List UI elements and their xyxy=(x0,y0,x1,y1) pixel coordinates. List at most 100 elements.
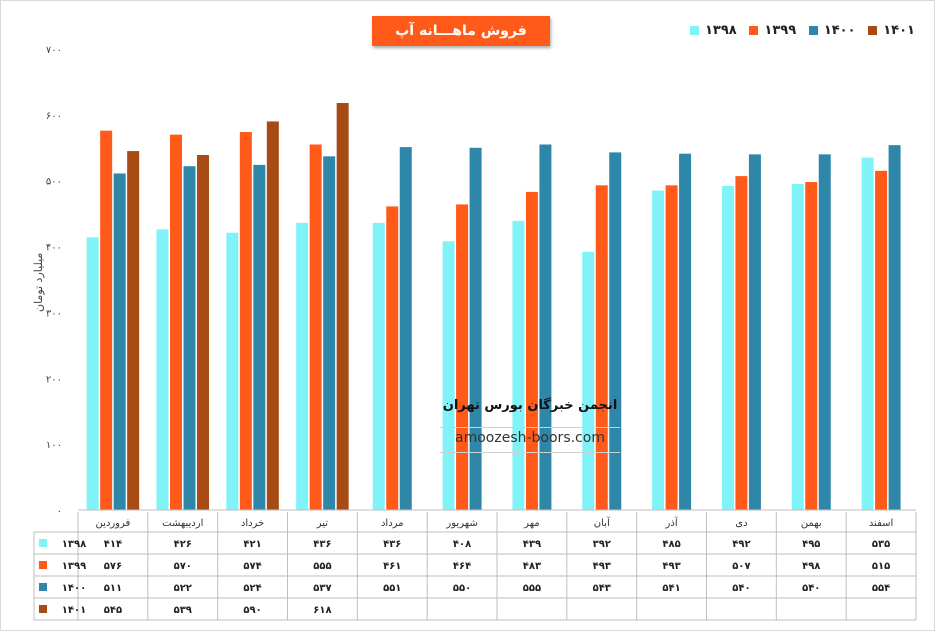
table-legend-swatch xyxy=(39,605,47,613)
bar-2-3 xyxy=(323,156,336,510)
data-label: ۴۳۶ xyxy=(383,539,401,550)
data-label: ۴۹۵ xyxy=(802,539,820,550)
legend-swatch xyxy=(749,25,759,35)
bar-1-1 xyxy=(170,134,182,510)
data-label: ۵۵۱ xyxy=(383,583,401,594)
bar-3-0 xyxy=(127,151,140,511)
data-label: ۵۳۵ xyxy=(872,539,890,550)
chart-title: فروش ماهـــانه آپ xyxy=(372,16,550,46)
bar-0-8 xyxy=(652,190,665,511)
bar-0-10 xyxy=(791,184,804,510)
x-tick-label: بهمن xyxy=(801,518,822,529)
data-label: ۴۹۳ xyxy=(662,561,680,572)
legend-swatch xyxy=(690,25,699,35)
bar-3-2 xyxy=(266,121,279,510)
x-tick-label: دی xyxy=(735,518,747,529)
data-label: ۵۴۵ xyxy=(104,605,122,616)
data-label: ۴۹۲ xyxy=(732,539,750,550)
data-label: ۴۸۵ xyxy=(662,539,680,550)
watermark-title: انجمن خبرگان بورس تهران xyxy=(442,398,618,413)
bar-2-5 xyxy=(469,147,482,511)
data-label: ۵۴۳ xyxy=(593,583,611,594)
legend-label: ۱۴۰۰ xyxy=(823,22,856,38)
data-label: ۵۷۰ xyxy=(174,561,192,572)
bar-2-9 xyxy=(748,154,761,510)
data-label: ۴۹۳ xyxy=(593,561,611,572)
bar-1-10 xyxy=(805,182,818,510)
y-tick-label: ۷۰۰ xyxy=(46,45,62,56)
y-tick-label: ۴۰۰ xyxy=(46,243,62,254)
bar-2-7 xyxy=(609,152,622,510)
table-legend-swatch xyxy=(39,583,47,591)
bar-0-2 xyxy=(226,232,239,510)
data-label: ۵۵۵ xyxy=(313,561,331,572)
x-tick-label: فروردین xyxy=(96,518,131,529)
data-label: ۵۰۷ xyxy=(732,561,750,572)
legend-item-1401: ۱۴۰۱ xyxy=(868,22,915,38)
watermark-site: amoozesh-boors.com xyxy=(440,427,620,453)
data-label: ۵۴۱ xyxy=(662,583,680,594)
table-row-label: ۱۳۹۹ xyxy=(62,561,86,572)
bar-0-0 xyxy=(86,237,99,510)
data-label: ۴۸۳ xyxy=(523,561,541,572)
data-label: ۴۳۹ xyxy=(523,539,541,550)
data-label: ۶۱۸ xyxy=(313,605,331,616)
bar-2-2 xyxy=(253,164,266,510)
legend-label: ۱۴۰۱ xyxy=(883,22,915,38)
bar-1-0 xyxy=(100,130,113,511)
bar-2-0 xyxy=(113,173,126,510)
table-row-label: ۱۴۰۱ xyxy=(62,605,86,616)
data-label: ۴۹۸ xyxy=(802,561,820,572)
table-row-label: ۱۴۰۰ xyxy=(62,583,86,594)
data-label: ۵۲۴ xyxy=(243,583,261,594)
table-legend-swatch xyxy=(39,539,47,547)
bar-1-11 xyxy=(875,170,888,511)
bar-1-3 xyxy=(309,144,322,510)
bar-2-6 xyxy=(539,144,552,510)
x-tick-label: اسفند xyxy=(869,518,893,529)
table-legend-swatch xyxy=(39,561,47,569)
legend-label: ۱۳۹۸ xyxy=(705,22,737,38)
legend-item-1399: ۱۳۹۹ xyxy=(749,22,796,38)
legend-label: ۱۳۹۹ xyxy=(764,22,797,38)
y-tick-label: ۲۰۰ xyxy=(46,374,62,385)
bar-2-11 xyxy=(888,145,901,510)
data-label: ۴۲۶ xyxy=(174,539,192,550)
x-tick-label: خرداد xyxy=(241,518,264,529)
bar-0-4 xyxy=(372,222,385,510)
data-label: ۵۳۷ xyxy=(313,583,331,594)
bar-0-1 xyxy=(156,229,169,510)
y-tick-label: ۶۰۰ xyxy=(46,111,62,122)
bar-1-8 xyxy=(665,185,678,510)
legend: ۱۳۹۸ ۱۳۹۹ ۱۴۰۰ ۱۴۰۱ xyxy=(690,22,915,38)
bar-3-3 xyxy=(336,103,349,510)
bar-0-5 xyxy=(442,241,455,510)
data-label: ۵۳۹ xyxy=(174,605,192,616)
data-label: ۵۱۱ xyxy=(104,583,122,594)
data-label: ۵۲۲ xyxy=(174,583,192,594)
bar-2-4 xyxy=(399,147,412,510)
legend-item-1398: ۱۳۹۸ xyxy=(690,22,737,38)
bar-1-4 xyxy=(386,206,399,511)
y-tick-label: ۱۰۰ xyxy=(46,440,62,451)
data-label: ۵۴۰ xyxy=(802,583,820,594)
data-label: ۴۲۱ xyxy=(243,539,261,550)
watermark: انجمن خبرگان بورس تهران amoozesh-boors.c… xyxy=(440,398,620,453)
x-tick-label: شهریور xyxy=(445,518,477,529)
data-label: ۴۶۴ xyxy=(453,561,471,572)
y-tick-label: ۵۰۰ xyxy=(46,177,62,188)
data-label: ۵۱۵ xyxy=(872,561,890,572)
data-label: ۵۹۰ xyxy=(243,605,261,616)
x-tick-label: اردیبهشت xyxy=(162,518,203,529)
data-label: ۴۳۶ xyxy=(313,539,331,550)
bar-2-10 xyxy=(818,154,831,510)
data-label: ۳۹۲ xyxy=(593,539,611,550)
y-tick-label: ۳۰۰ xyxy=(46,308,62,319)
y-tick-label: ۰ xyxy=(57,506,62,517)
bar-1-9 xyxy=(735,176,748,510)
x-tick-label: مرداد xyxy=(381,518,404,529)
bar-2-1 xyxy=(183,166,196,510)
x-tick-label: آذر xyxy=(665,516,679,529)
data-label: ۵۴۰ xyxy=(732,583,750,594)
